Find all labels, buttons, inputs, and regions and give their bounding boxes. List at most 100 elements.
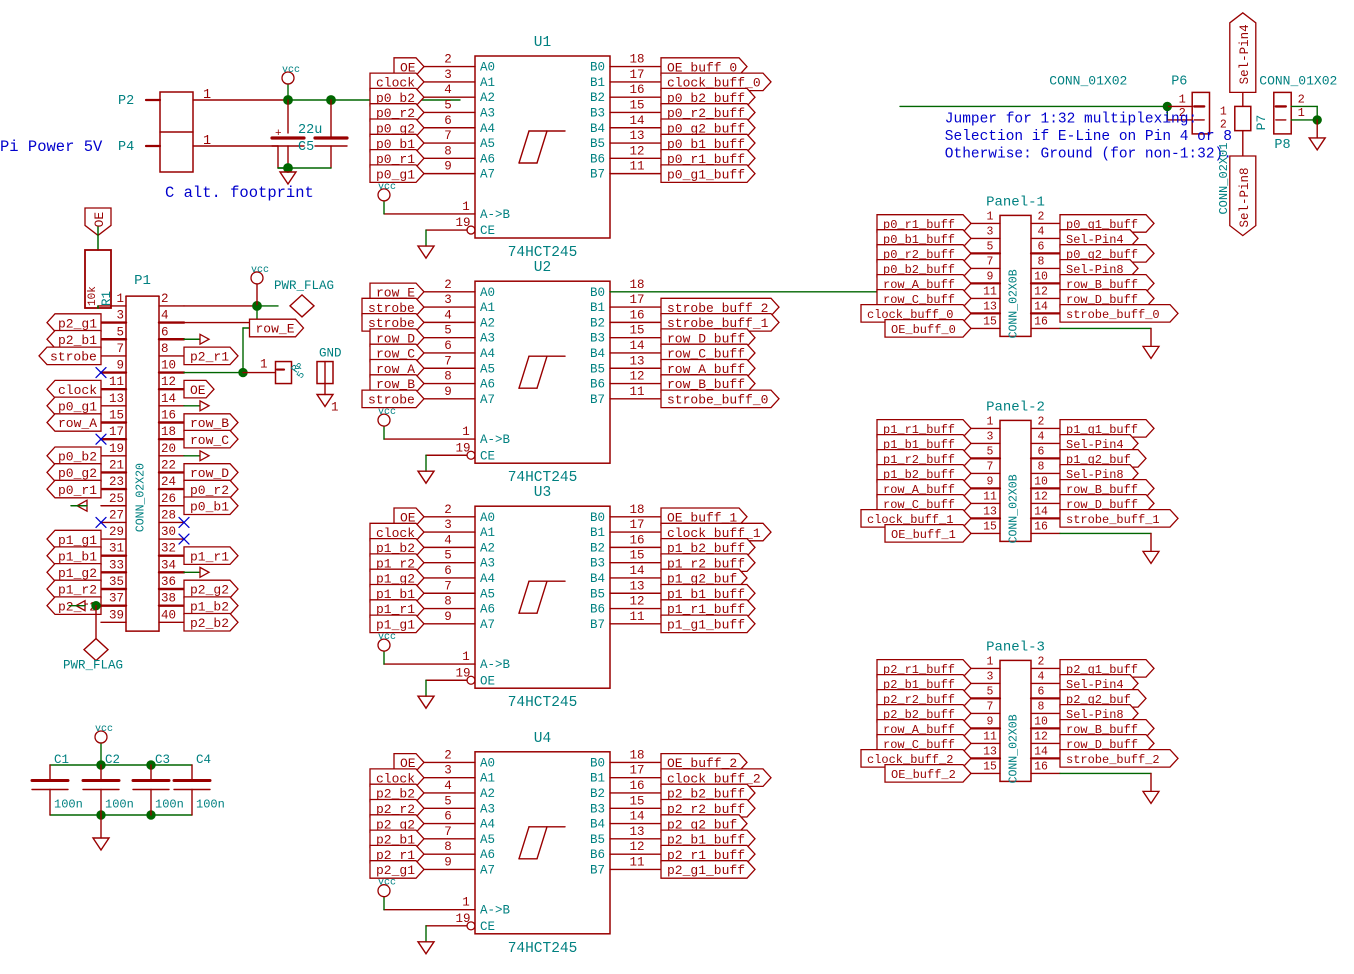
svg-text:25: 25 xyxy=(109,492,124,506)
svg-text:A->B: A->B xyxy=(480,904,511,918)
svg-text:p1_b2: p1_b2 xyxy=(190,599,229,614)
svg-text:4: 4 xyxy=(444,533,452,547)
svg-text:row_E: row_E xyxy=(256,322,295,337)
svg-text:1: 1 xyxy=(462,650,470,664)
svg-text:1: 1 xyxy=(331,401,339,415)
svg-text:OE_buff_1: OE_buff_1 xyxy=(891,528,956,542)
svg-text:12: 12 xyxy=(629,840,644,854)
svg-text:A0: A0 xyxy=(480,756,495,770)
svg-text:A->B: A->B xyxy=(480,433,511,447)
svg-text:p1_g1: p1_g1 xyxy=(58,533,97,548)
svg-text:3: 3 xyxy=(444,68,452,82)
svg-text:3: 3 xyxy=(444,518,452,532)
svg-text:p0_r2: p0_r2 xyxy=(190,483,229,498)
svg-text:B1: B1 xyxy=(590,526,605,540)
svg-text:9: 9 xyxy=(987,715,994,728)
svg-text:19: 19 xyxy=(455,666,470,680)
svg-text:14: 14 xyxy=(629,810,644,824)
svg-text:1: 1 xyxy=(1220,105,1227,118)
svg-text:100n: 100n xyxy=(196,798,225,812)
svg-text:18: 18 xyxy=(629,278,644,292)
svg-text:16: 16 xyxy=(629,308,644,322)
svg-text:6: 6 xyxy=(1038,240,1045,253)
svg-text:A2: A2 xyxy=(480,541,495,555)
svg-text:15: 15 xyxy=(109,409,124,423)
svg-text:A1: A1 xyxy=(480,772,495,786)
svg-text:clock: clock xyxy=(58,383,97,398)
svg-text:B7: B7 xyxy=(590,863,605,877)
svg-text:A4: A4 xyxy=(480,818,495,832)
svg-text:P8: P8 xyxy=(1274,138,1290,153)
svg-text:11: 11 xyxy=(629,385,644,399)
svg-text:1: 1 xyxy=(203,88,211,103)
svg-text:B6: B6 xyxy=(590,603,605,617)
svg-text:B4: B4 xyxy=(590,347,605,361)
svg-text:OE: OE xyxy=(92,212,107,228)
svg-text:1: 1 xyxy=(116,292,124,306)
svg-text:38: 38 xyxy=(161,592,176,606)
svg-text:Panel-2: Panel-2 xyxy=(986,399,1045,415)
svg-text:16: 16 xyxy=(1034,520,1048,533)
svg-text:11: 11 xyxy=(629,610,644,624)
svg-text:8: 8 xyxy=(161,342,169,356)
svg-text:14: 14 xyxy=(161,392,176,406)
svg-text:OE: OE xyxy=(480,674,495,688)
svg-text:37: 37 xyxy=(109,592,124,606)
svg-text:12: 12 xyxy=(161,375,176,389)
svg-text:18: 18 xyxy=(629,503,644,517)
svg-text:A7: A7 xyxy=(480,863,495,877)
svg-text:p2_r1: p2_r1 xyxy=(190,350,229,365)
svg-text:3: 3 xyxy=(987,225,994,238)
svg-text:9: 9 xyxy=(987,475,994,488)
svg-text:5: 5 xyxy=(444,549,452,563)
svg-text:30: 30 xyxy=(161,525,176,539)
svg-text:13: 13 xyxy=(629,579,644,593)
svg-text:p0_r1: p0_r1 xyxy=(58,483,97,498)
svg-text:17: 17 xyxy=(629,68,644,82)
svg-text:p1_g2: p1_g2 xyxy=(58,566,97,581)
svg-text:A5: A5 xyxy=(480,587,495,601)
svg-text:100n: 100n xyxy=(54,798,83,812)
svg-text:33: 33 xyxy=(109,558,124,572)
svg-text:5: 5 xyxy=(444,98,452,112)
svg-text:7: 7 xyxy=(444,354,452,368)
svg-text:8: 8 xyxy=(444,840,452,854)
svg-text:13: 13 xyxy=(629,129,644,143)
svg-text:17: 17 xyxy=(629,764,644,778)
svg-text:B0: B0 xyxy=(590,61,605,75)
svg-text:A2: A2 xyxy=(480,91,495,105)
svg-text:B4: B4 xyxy=(590,572,605,586)
svg-text:A7: A7 xyxy=(480,393,495,407)
svg-text:A3: A3 xyxy=(480,557,495,571)
svg-text:35: 35 xyxy=(109,575,124,589)
svg-text:p0_g1: p0_g1 xyxy=(376,167,415,182)
svg-text:A1: A1 xyxy=(480,301,495,315)
svg-text:74HCT245: 74HCT245 xyxy=(508,470,578,486)
svg-text:p0_g2: p0_g2 xyxy=(58,466,97,481)
svg-text:11: 11 xyxy=(983,285,997,298)
svg-text:p2_b1: p2_b1 xyxy=(58,333,97,348)
svg-text:p2_g1: p2_g1 xyxy=(58,316,97,331)
svg-text:C5: C5 xyxy=(298,140,314,155)
svg-text:U1: U1 xyxy=(534,35,551,51)
svg-text:4: 4 xyxy=(161,309,169,323)
svg-text:A3: A3 xyxy=(480,332,495,346)
svg-text:2: 2 xyxy=(444,278,452,292)
svg-text:6: 6 xyxy=(444,114,452,128)
svg-text:7: 7 xyxy=(444,579,452,593)
svg-text:8: 8 xyxy=(1038,255,1045,268)
svg-text:p2_g1: p2_g1 xyxy=(376,863,415,878)
svg-text:16: 16 xyxy=(1034,760,1048,773)
svg-text:11: 11 xyxy=(629,160,644,174)
svg-text:4: 4 xyxy=(444,83,452,97)
svg-text:p0_g1: p0_g1 xyxy=(58,400,97,415)
svg-text:14: 14 xyxy=(629,114,644,128)
svg-text:B4: B4 xyxy=(590,122,605,136)
svg-text:2: 2 xyxy=(1220,119,1227,132)
svg-text:15: 15 xyxy=(983,760,997,773)
svg-text:13: 13 xyxy=(983,300,997,313)
svg-text:A0: A0 xyxy=(480,61,495,75)
svg-text:6: 6 xyxy=(1038,685,1045,698)
svg-text:A1: A1 xyxy=(480,526,495,540)
svg-text:strobe_buff_2: strobe_buff_2 xyxy=(1066,753,1160,767)
